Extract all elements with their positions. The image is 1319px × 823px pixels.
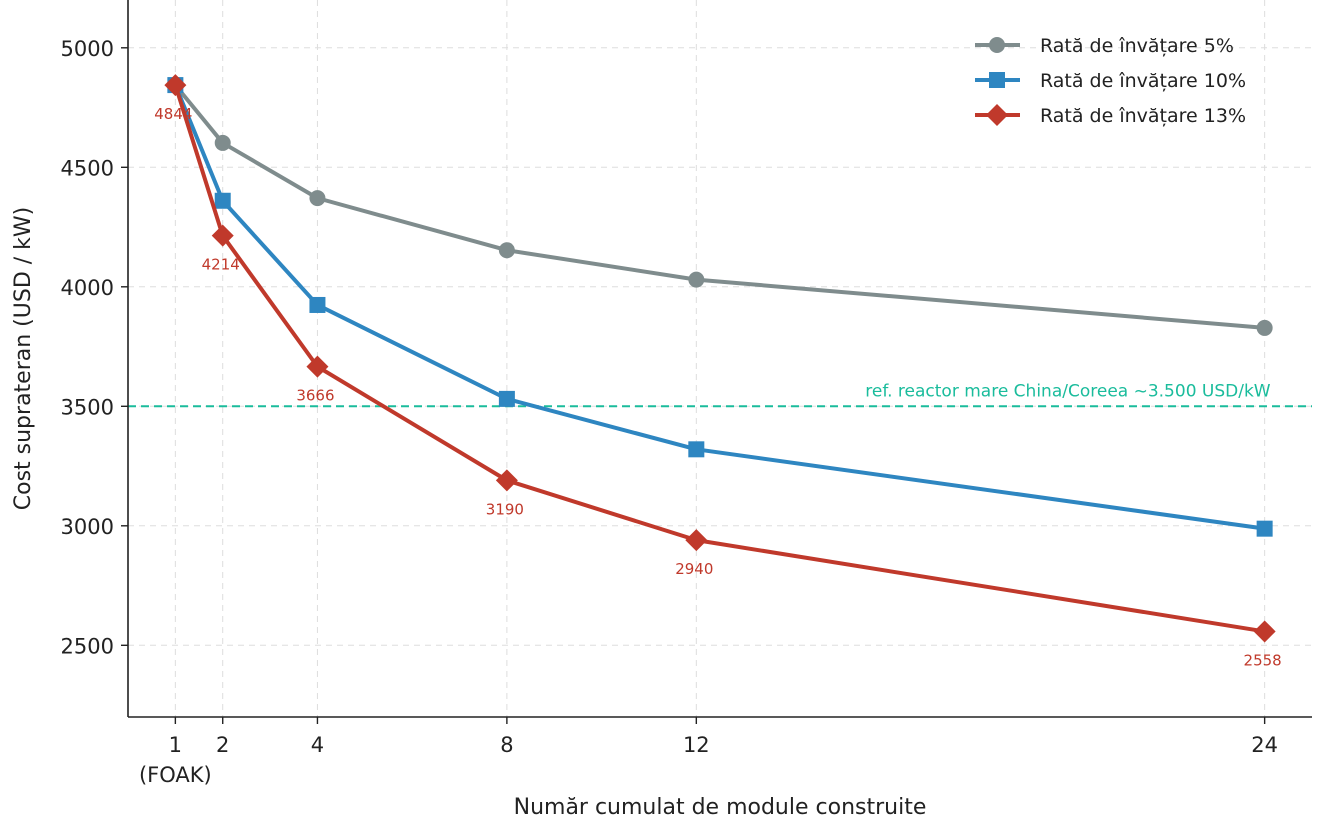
legend: Rată de învățare 5% Rată de învățare 10% R… xyxy=(975,35,1246,127)
series-layer xyxy=(164,74,1276,643)
x-tick-label: 8 xyxy=(500,733,513,757)
x-axis-title: Număr cumulat de module construite xyxy=(514,795,927,820)
legend-item: Rată de învățare 10% xyxy=(975,70,1246,92)
x-tick-label: 1 xyxy=(169,733,182,757)
data-point xyxy=(309,190,326,207)
data-point xyxy=(688,441,705,458)
legend-marker xyxy=(989,37,1005,53)
data-point xyxy=(498,242,515,259)
reference-line-label: ref. reactor mare China/Coreea ~3.500 US… xyxy=(865,381,1271,401)
legend-item: Rată de învățare 5% xyxy=(975,35,1234,57)
grid xyxy=(128,0,1312,717)
series-3 xyxy=(164,74,1276,643)
data-label: 3666 xyxy=(296,387,334,405)
data-label: 4214 xyxy=(202,256,240,274)
data-point xyxy=(685,529,708,552)
series-line xyxy=(173,83,1265,330)
y-tick-label: 4000 xyxy=(61,276,114,300)
legend-item: Rată de învățare 13% xyxy=(975,104,1246,127)
data-point xyxy=(214,134,231,151)
data-point xyxy=(214,192,231,209)
data-point xyxy=(306,355,329,378)
legend-label: Rată de învățare 10% xyxy=(1040,70,1246,92)
y-tick-label: 3500 xyxy=(61,395,114,419)
y-tick-label: 5000 xyxy=(61,37,114,61)
data-label: 4844 xyxy=(154,105,192,123)
x-tick-label: 2 xyxy=(216,733,229,757)
reference-line-group: ref. reactor mare China/Coreea ~3.500 US… xyxy=(128,381,1312,408)
axes xyxy=(127,0,1312,718)
legend-label: Rată de învățare 13% xyxy=(1040,105,1246,127)
data-point xyxy=(164,74,187,97)
y-tick-label: 2500 xyxy=(61,634,114,658)
data-point xyxy=(495,469,518,492)
data-point xyxy=(211,224,234,247)
series-1 xyxy=(167,77,1273,336)
data-label: 3190 xyxy=(486,500,524,518)
legend-marker xyxy=(989,72,1005,88)
legend-marker xyxy=(986,104,1008,126)
legend-label: Rată de învățare 5% xyxy=(1040,35,1234,57)
x-tick-sublabel: (FOAK) xyxy=(139,763,212,787)
data-point xyxy=(688,271,705,288)
data-point xyxy=(309,296,326,313)
series-2 xyxy=(167,77,1273,537)
series-line xyxy=(173,84,1265,634)
x-tick-label: 12 xyxy=(683,733,710,757)
data-point xyxy=(1256,319,1273,336)
data-label: 2940 xyxy=(675,560,713,578)
x-tick-label: 4 xyxy=(311,733,324,757)
data-point xyxy=(498,390,515,407)
y-tick-label: 4500 xyxy=(61,156,114,180)
data-labels: 4844 4214 3666 3190 2940 2558 xyxy=(154,105,1281,669)
y-tick-label: 3000 xyxy=(61,515,114,539)
data-label: 2558 xyxy=(1244,651,1282,669)
x-tick-label: 24 xyxy=(1251,733,1278,757)
data-point xyxy=(1253,620,1276,643)
series-line xyxy=(173,84,1265,531)
data-point xyxy=(1256,520,1273,537)
y-axis-title: Cost suprateran (USD / kW) xyxy=(11,207,36,511)
